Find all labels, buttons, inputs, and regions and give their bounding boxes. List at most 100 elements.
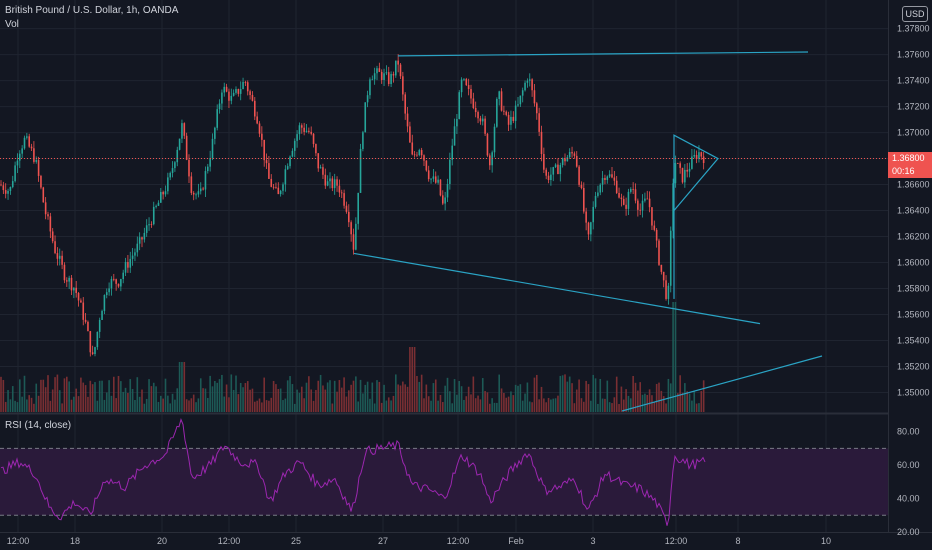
volume-bar: [117, 375, 120, 412]
volume-bar: [319, 374, 322, 412]
price-axis[interactable]: 1.37800 1.37600 1.37400 1.37200 1.37000 1.368…: [889, 0, 932, 537]
candle-body: [190, 176, 193, 193]
volume-bar: [96, 400, 99, 412]
time-tick-label: 12:00: [447, 536, 470, 546]
volume-bar: [700, 391, 703, 412]
volume-bar: [477, 395, 479, 412]
time-tick-label: 20: [157, 536, 167, 546]
volume-bar: [693, 390, 696, 412]
volume-bar: [4, 401, 7, 412]
candle-body: [263, 139, 265, 161]
volume-bar: [496, 402, 498, 412]
volume-bar: [402, 381, 404, 412]
candle-body: [514, 105, 517, 121]
candle-body: [392, 74, 395, 76]
price-tick-label: 1.35400: [897, 336, 930, 346]
volume-bar: [380, 402, 383, 412]
candle-body: [698, 152, 700, 159]
candle-body: [282, 184, 284, 191]
volume-bar: [371, 382, 374, 412]
candle-body: [40, 175, 42, 188]
price-axis-bg[interactable]: [889, 0, 932, 532]
volume-bar: [94, 382, 96, 412]
candle-body: [131, 255, 134, 259]
candle-body: [223, 86, 226, 93]
volume-bar: [686, 391, 688, 412]
volume-bar: [660, 390, 663, 412]
candle-body: [594, 195, 597, 207]
volume-bar: [552, 398, 555, 412]
time-axis[interactable]: 12:00 18 20 12:00 25 27 12:00 Feb 3 12:00 8 10: [7, 536, 831, 546]
volume-bar: [639, 382, 641, 412]
volume-bar: [514, 384, 517, 412]
candle-body: [195, 194, 197, 196]
volume-bar: [559, 375, 562, 412]
volume-bar: [138, 396, 141, 412]
candle-body: [338, 185, 341, 193]
volume-bar: [357, 401, 359, 412]
candle-body: [604, 178, 606, 181]
candle-body: [129, 258, 132, 268]
candle-body: [331, 178, 334, 189]
candle-body: [651, 207, 653, 226]
candle-body: [684, 169, 686, 183]
volume-bar: [77, 396, 80, 412]
candle-body: [136, 243, 139, 253]
trendline-drawing[interactable]: [621, 355, 823, 412]
trendline-drawing[interactable]: [353, 252, 761, 325]
volume-bar: [160, 395, 162, 412]
volume-bar: [150, 386, 153, 412]
trendline-drawing[interactable]: [397, 51, 809, 57]
volume-bar: [446, 377, 449, 412]
candle-body: [446, 184, 449, 198]
volume-bar: [458, 380, 461, 412]
volume-bar: [188, 400, 190, 412]
candle-body: [575, 155, 578, 167]
price-tick-label: 1.35200: [897, 362, 930, 372]
currency-badge[interactable]: USD: [902, 6, 928, 22]
volume-bar: [63, 378, 66, 412]
candle-body: [315, 144, 317, 154]
candle-body: [98, 319, 101, 332]
candle-body: [214, 127, 216, 139]
candle-body: [552, 167, 555, 175]
volume-bar: [444, 385, 446, 412]
candle-body: [460, 79, 463, 93]
volume-bar: [214, 381, 216, 412]
candle-body: [665, 280, 667, 299]
volume-bar: [505, 397, 508, 412]
volume-bar: [479, 399, 482, 412]
candle-body: [390, 74, 392, 84]
volume-bar: [113, 376, 115, 412]
volume-bar: [378, 381, 381, 412]
drawings[interactable]: [353, 51, 823, 412]
candle-body: [42, 187, 45, 203]
volume-bar: [573, 403, 576, 412]
candle-body: [517, 104, 519, 106]
candle-body: [272, 186, 275, 188]
volume-bar: [453, 379, 456, 412]
volume-bar: [303, 398, 305, 412]
candle-body: [660, 264, 663, 272]
candle-body: [148, 224, 150, 226]
volume-bar: [16, 402, 19, 412]
volume-bar: [369, 398, 371, 412]
volume-bar: [197, 398, 200, 412]
volume-bar: [30, 397, 33, 412]
volume-bar: [531, 402, 533, 412]
volume-bar: [366, 381, 369, 412]
candle-body: [199, 188, 202, 192]
candle-body: [543, 154, 545, 170]
candle-body: [580, 184, 583, 188]
volume-bar: [434, 379, 437, 412]
candle-body: [545, 169, 547, 176]
volume-bar: [89, 380, 92, 412]
volume-bar: [19, 379, 21, 412]
candle-body: [169, 172, 171, 178]
candle-body: [251, 94, 254, 101]
triangle-drawing[interactable]: [673, 134, 719, 213]
volume-bar: [622, 399, 625, 412]
candle-body: [61, 255, 63, 265]
volume-bar: [176, 388, 179, 412]
